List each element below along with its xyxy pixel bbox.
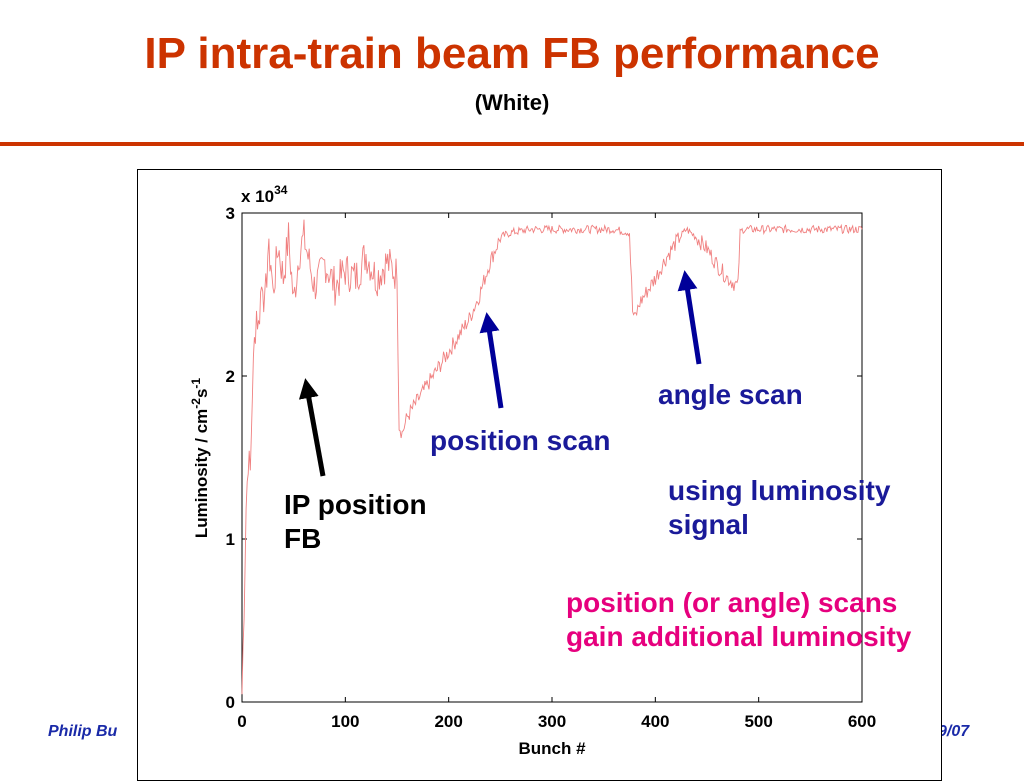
slide-subtitle: (White) (474, 90, 550, 115)
footer-date: 9/07 (938, 723, 970, 740)
y-axis-label: Luminosity / cm-2s-1 (189, 378, 211, 539)
x-tick-label: 400 (641, 712, 669, 731)
slide-title: IP intra-train beam FB performance (144, 29, 880, 78)
title-rule (0, 142, 1024, 146)
annotation-angle-scan: angle scan (658, 379, 803, 410)
arrow-angle-scan (677, 270, 702, 365)
arrow-ip-fb (298, 378, 326, 477)
y-multiplier: x 1034 (241, 183, 288, 206)
annotation-luminosity-signal: using luminosity signal (668, 475, 891, 540)
y-tick-label: 3 (226, 204, 235, 223)
y-tick-label: 2 (226, 367, 235, 386)
footer-author: Philip Bu (48, 723, 118, 740)
luminosity-trace (241, 219, 863, 695)
x-tick-label: 200 (434, 712, 462, 731)
y-tick-label: 1 (226, 530, 235, 549)
x-axis-label: Bunch # (518, 739, 586, 758)
x-tick-label: 300 (538, 712, 566, 731)
x-tick-label: 600 (848, 712, 876, 731)
annotation-arrows (298, 270, 702, 477)
y-tick-label: 0 (226, 693, 235, 712)
x-tick-label: 0 (237, 712, 246, 731)
x-tick-label: 500 (744, 712, 772, 731)
annotation-gain: position (or angle) scans gain additiona… (566, 587, 912, 652)
x-tick-label: 100 (331, 712, 359, 731)
annotation-position-scan: position scan (430, 425, 611, 456)
axis-ticks: 0 100 200 300 400 500 600 0 1 2 3 (226, 204, 877, 731)
arrow-position-scan (479, 312, 504, 409)
annotation-ip-fb: IP position FB (284, 489, 427, 554)
